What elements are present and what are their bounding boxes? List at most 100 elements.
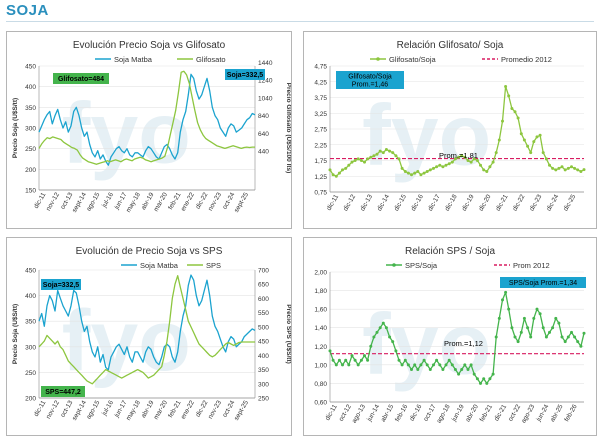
series-point-sps-soja: [353, 358, 357, 362]
series-point-glifosato-soja: [419, 173, 423, 177]
series-point-sps-soja: [422, 358, 426, 362]
series-point-sps-soja: [560, 335, 564, 339]
series-point-sps-soja: [460, 368, 464, 371]
title-divider: [6, 21, 594, 22]
series-point-sps-soja: [485, 381, 489, 385]
series-point-glifosato-soja: [331, 173, 335, 177]
y-right-tick-label: 1440: [258, 60, 273, 67]
annotation-label: Glifosato=484: [58, 76, 104, 83]
series-point-sps-soja: [466, 368, 470, 371]
series-point-sps-soja: [513, 335, 517, 339]
series-line-soja-matba: [38, 274, 256, 371]
series-point-glifosato-soja: [563, 168, 567, 172]
y-tick-label: 300: [25, 126, 36, 133]
annotation-average: Prom.=1,81: [439, 151, 478, 160]
series-point-sps-soja: [573, 335, 577, 339]
series-point-sps-soja: [510, 326, 514, 330]
series-point-glifosato-soja: [350, 160, 354, 164]
series-point-glifosato-soja: [538, 133, 542, 137]
series-point-sps-soja: [522, 316, 526, 320]
series-point-glifosato-soja: [400, 166, 404, 170]
series-point-sps-soja: [535, 307, 539, 311]
y-tick-label: 1,60: [314, 307, 327, 314]
y-tick-label: 350: [25, 105, 36, 112]
series-point-sps-soja: [435, 358, 439, 362]
series-point-sps-soja: [410, 368, 413, 371]
legend-label-sps-soja: SPS/Soja: [405, 261, 438, 270]
series-point-glifosato-soja: [541, 151, 545, 155]
chart-title-soja-glifosato: Evolución Precio Soja vs Glifosato: [73, 40, 226, 51]
series-point-glifosato-soja: [529, 151, 533, 155]
series-point-sps-soja: [391, 340, 395, 344]
series-point-sps-soja: [425, 363, 429, 367]
y-tick-label: 0,60: [314, 400, 327, 407]
x-tick-label: dic-18: [444, 193, 459, 212]
legend-label-soja-matba: Soja Matba: [140, 261, 179, 270]
series-point-sps-soja: [494, 335, 498, 339]
y-axis-right-title: Precio SPS (U$S/tt): [285, 304, 291, 364]
series-point-glifosato-soja: [450, 160, 454, 164]
y-right-tick-label: 640: [258, 131, 269, 138]
x-tick-label: feb-21: [479, 403, 494, 423]
series-point-sps-soja: [463, 363, 467, 367]
y-right-tick-label: 700: [258, 268, 269, 275]
series-point-sps-soja: [491, 372, 495, 376]
x-tick-label: jun-14: [366, 403, 382, 423]
series-point-sps-soja: [516, 340, 520, 344]
series-point-sps-soja: [472, 372, 476, 376]
y-right-tick-label: 1040: [258, 95, 273, 102]
series-point-glifosato-soja: [388, 149, 392, 153]
x-tick-label: dic-20: [478, 193, 493, 212]
series-point-glifosato-soja: [576, 168, 580, 172]
series-point-glifosato-soja: [453, 157, 457, 161]
series-point-glifosato-soja: [479, 163, 482, 167]
series-point-glifosato-soja: [522, 138, 526, 142]
y-tick-label: 1,25: [314, 174, 327, 181]
y-tick-label: 1,80: [314, 288, 327, 295]
x-tick-label: abr-15: [380, 403, 396, 423]
series-point-sps-soja: [356, 363, 360, 367]
y-axis-title: Precio Soja (U$S/tt): [12, 304, 19, 364]
series-point-glifosato-soja: [466, 159, 470, 162]
series-point-glifosato-soja: [560, 165, 564, 169]
y-tick-label: 1,40: [314, 325, 327, 332]
legend-marker-sps-soja: [392, 263, 396, 267]
legend-label-glifosato-soja: Glifosato/Soja: [389, 55, 437, 64]
series-point-glifosato-soja: [356, 157, 360, 161]
annotation-box: [336, 71, 404, 89]
series-line-sps: [38, 275, 255, 385]
series-point-glifosato-soja: [384, 148, 388, 151]
y-tick-label: 400: [25, 84, 36, 91]
series-point-glifosato-soja: [328, 168, 332, 172]
y-tick-label: 1,20: [314, 344, 327, 351]
x-tick-label: abr-20: [464, 403, 480, 423]
series-point-glifosato-soja: [475, 159, 479, 162]
x-tick-label: ene-22: [180, 399, 196, 420]
series-point-glifosato-soja: [363, 160, 366, 164]
x-tick-label: feb-26: [563, 403, 578, 423]
series-point-sps-soja: [538, 312, 542, 316]
series-point-sps-soja: [406, 363, 410, 367]
series-point-glifosato-soja: [497, 138, 501, 142]
series-point-sps-soja: [563, 340, 567, 344]
series-point-sps-soja: [551, 326, 555, 330]
chart-panel-soja-glifosato: fyo Evolución Precio Soja vs Glifosato Soj…: [6, 31, 292, 229]
x-tick-label: dic-13: [359, 193, 374, 212]
series-point-glifosato-soja: [425, 170, 429, 173]
y-tick-label: 150: [25, 188, 36, 195]
series-point-sps-soja: [359, 358, 363, 362]
series-point-sps-soja: [529, 335, 533, 339]
series-point-glifosato-soja: [472, 157, 476, 161]
x-tick-label: dic-23: [528, 193, 543, 212]
series-point-glifosato-soja: [548, 163, 551, 167]
x-tick-label: dic-16: [410, 193, 425, 212]
x-tick-label: dic-21: [495, 193, 510, 212]
y-axis-title: Precio Soja (U$S/tt): [12, 98, 19, 158]
legend-label-promedio-2012: Promedio 2012: [501, 55, 552, 64]
series-point-sps-soja: [548, 330, 551, 334]
chart-svg: fyo Relación Glifosato/ Soja Glifosato/Soj…: [314, 40, 586, 212]
series-point-glifosato-soja: [573, 166, 577, 170]
series-point-glifosato-soja: [460, 154, 464, 158]
series-point-sps-soja: [526, 326, 530, 330]
series-point-sps-soja: [497, 316, 501, 320]
